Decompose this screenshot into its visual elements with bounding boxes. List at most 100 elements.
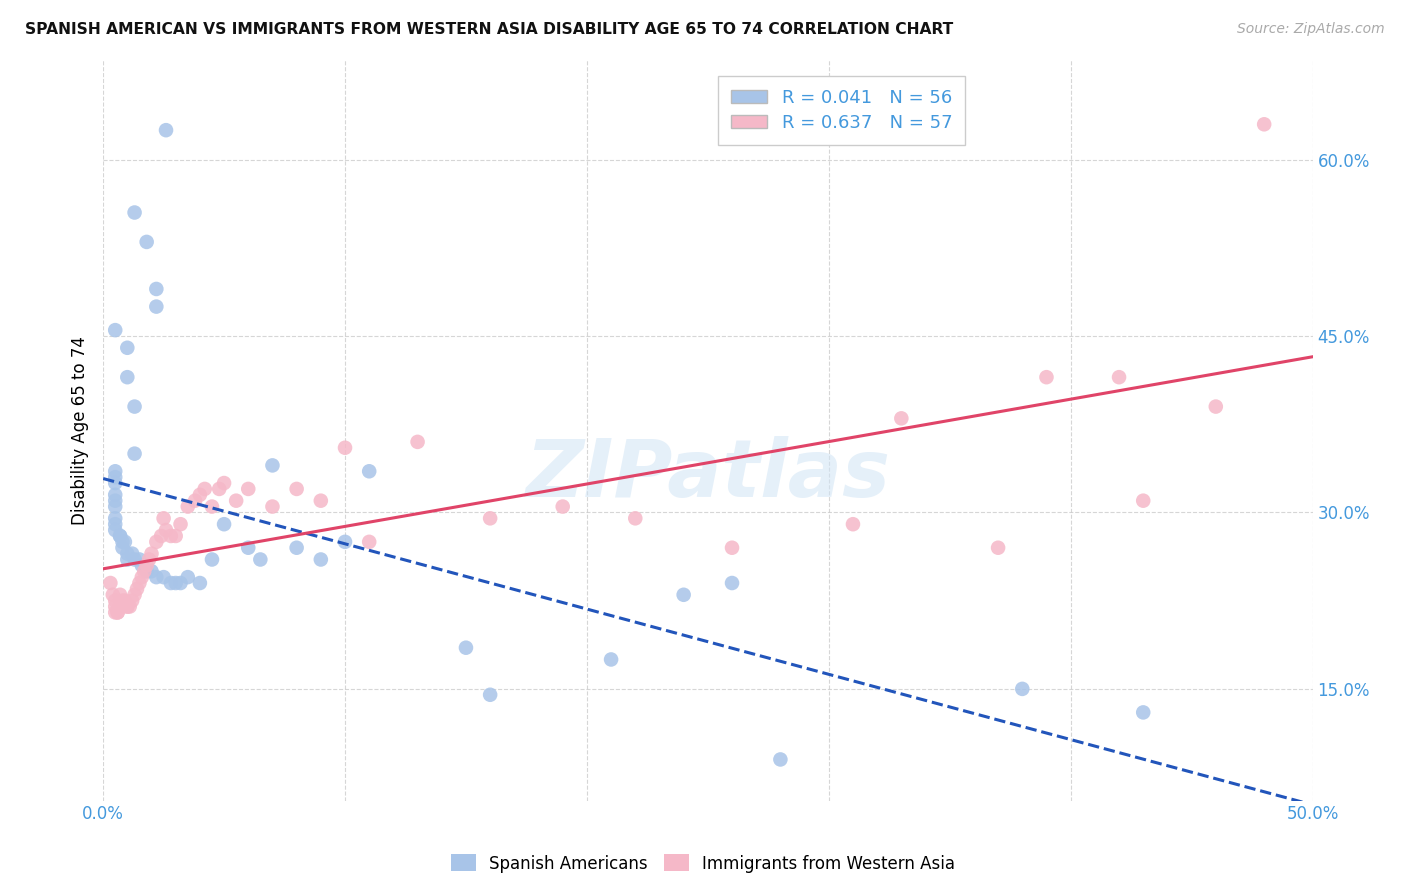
Point	[309, 552, 332, 566]
Point	[842, 517, 865, 532]
Point	[128, 552, 150, 566]
Text: ZIPatlas: ZIPatlas	[526, 435, 890, 514]
Point	[104, 500, 127, 514]
Point	[108, 588, 131, 602]
Point	[104, 470, 127, 484]
Point	[117, 599, 139, 614]
Point	[201, 552, 224, 566]
Point	[454, 640, 477, 655]
Point	[152, 570, 174, 584]
Point	[262, 458, 284, 473]
Point	[108, 599, 131, 614]
Point	[104, 523, 127, 537]
Point	[769, 752, 792, 766]
Point	[890, 411, 912, 425]
Point	[188, 488, 211, 502]
Point	[160, 576, 183, 591]
Point	[118, 599, 141, 614]
Point	[169, 517, 191, 532]
Point	[184, 493, 207, 508]
Point	[194, 482, 217, 496]
Point	[134, 564, 156, 578]
Point	[128, 576, 150, 591]
Point	[406, 434, 429, 449]
Point	[188, 576, 211, 591]
Point	[160, 529, 183, 543]
Point	[121, 593, 143, 607]
Legend: R = 0.041   N = 56, R = 0.637   N = 57: R = 0.041 N = 56, R = 0.637 N = 57	[718, 76, 965, 145]
Point	[600, 652, 623, 666]
Point	[1132, 493, 1154, 508]
Point	[1205, 400, 1227, 414]
Point	[212, 476, 235, 491]
Point	[177, 500, 200, 514]
Point	[104, 593, 127, 607]
Point	[1132, 706, 1154, 720]
Point	[145, 534, 167, 549]
Point	[117, 547, 139, 561]
Point	[124, 205, 146, 219]
Point	[262, 500, 284, 514]
Point	[155, 123, 177, 137]
Point	[145, 570, 167, 584]
Point	[165, 576, 187, 591]
Point	[101, 588, 124, 602]
Point	[721, 541, 744, 555]
Point	[359, 464, 381, 478]
Point	[672, 588, 695, 602]
Point	[104, 323, 127, 337]
Point	[138, 552, 160, 566]
Point	[150, 529, 173, 543]
Point	[141, 547, 163, 561]
Point	[145, 282, 167, 296]
Point	[125, 582, 148, 596]
Point	[131, 558, 153, 573]
Point	[107, 606, 129, 620]
Point	[124, 552, 146, 566]
Point	[152, 511, 174, 525]
Point	[249, 552, 271, 566]
Point	[987, 541, 1010, 555]
Point	[117, 370, 139, 384]
Legend: Spanish Americans, Immigrants from Western Asia: Spanish Americans, Immigrants from Weste…	[444, 847, 962, 880]
Point	[104, 599, 127, 614]
Point	[124, 588, 146, 602]
Text: Source: ZipAtlas.com: Source: ZipAtlas.com	[1237, 22, 1385, 37]
Y-axis label: Disability Age 65 to 74: Disability Age 65 to 74	[72, 335, 89, 524]
Point	[111, 534, 134, 549]
Point	[111, 593, 134, 607]
Point	[479, 511, 502, 525]
Point	[479, 688, 502, 702]
Point	[114, 593, 136, 607]
Point	[1108, 370, 1130, 384]
Point	[165, 529, 187, 543]
Point	[135, 235, 157, 249]
Point	[104, 488, 127, 502]
Point	[208, 482, 231, 496]
Point	[135, 564, 157, 578]
Point	[721, 576, 744, 591]
Point	[201, 500, 224, 514]
Point	[309, 493, 332, 508]
Point	[104, 464, 127, 478]
Point	[141, 564, 163, 578]
Point	[177, 570, 200, 584]
Point	[1011, 681, 1033, 696]
Point	[117, 341, 139, 355]
Point	[169, 576, 191, 591]
Point	[104, 606, 127, 620]
Point	[104, 476, 127, 491]
Point	[117, 552, 139, 566]
Point	[117, 599, 139, 614]
Point	[100, 576, 122, 591]
Point	[238, 482, 260, 496]
Point	[108, 529, 131, 543]
Point	[114, 534, 136, 549]
Point	[1035, 370, 1057, 384]
Point	[145, 300, 167, 314]
Point	[238, 541, 260, 555]
Point	[104, 517, 127, 532]
Point	[121, 547, 143, 561]
Point	[333, 534, 356, 549]
Point	[624, 511, 647, 525]
